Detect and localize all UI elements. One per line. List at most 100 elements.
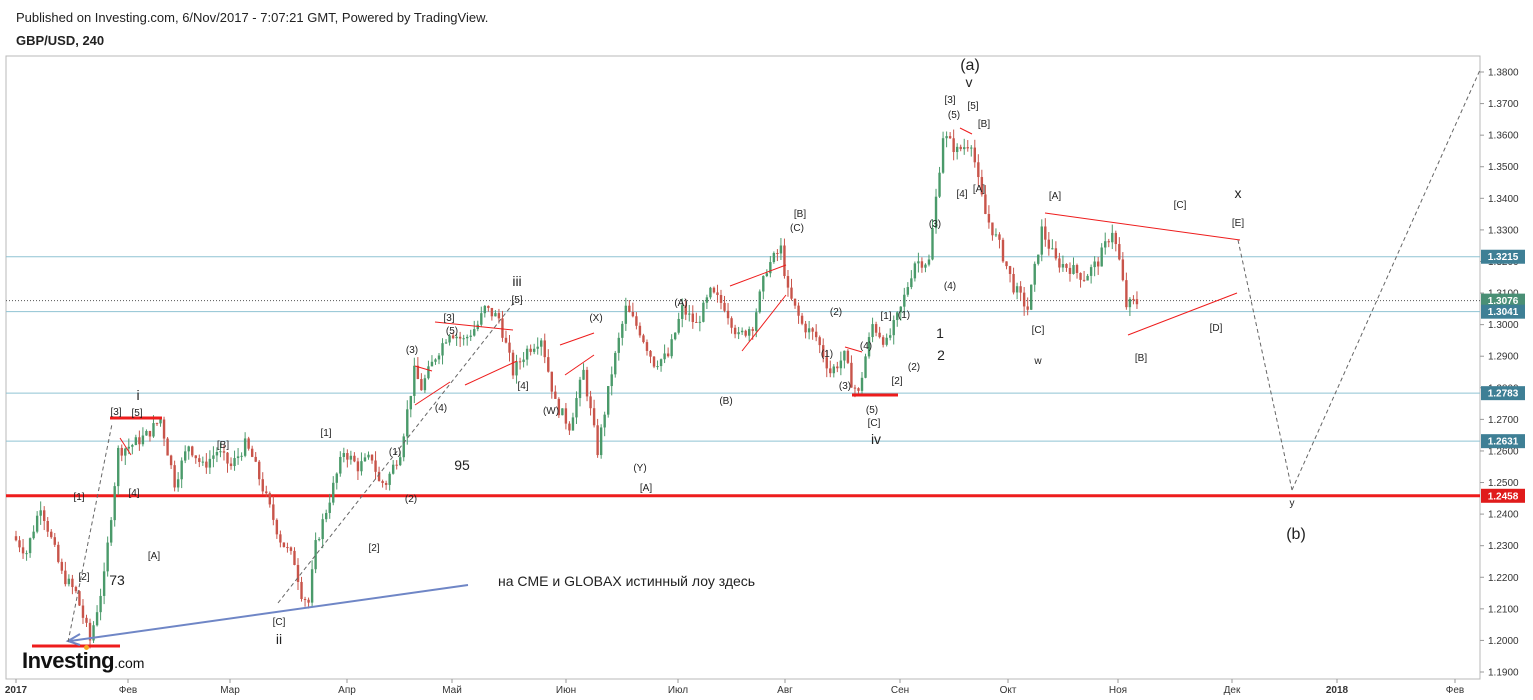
candle-body xyxy=(198,458,201,462)
candle-body xyxy=(81,605,85,618)
candle-body xyxy=(219,451,222,453)
candle-body xyxy=(677,318,680,333)
x-tick-label: Фев xyxy=(1446,685,1464,696)
candle-body xyxy=(448,335,451,343)
candle-body xyxy=(740,330,744,333)
candle-body xyxy=(684,305,687,315)
candle-body xyxy=(793,298,797,306)
wave-label: [A] xyxy=(973,184,985,195)
candle-body xyxy=(790,287,793,299)
wave-label: (4) xyxy=(860,341,872,352)
candle-body xyxy=(610,374,613,387)
candle-body xyxy=(99,595,102,613)
candle-body xyxy=(1072,265,1075,274)
candle-body xyxy=(578,379,582,399)
candle-body xyxy=(617,337,620,353)
candle-body xyxy=(585,369,589,397)
candle-body xyxy=(614,352,617,375)
candle-body xyxy=(363,457,367,462)
candle-body xyxy=(931,228,934,260)
candle-body xyxy=(550,371,553,392)
candle-body xyxy=(874,324,878,333)
candle-body xyxy=(818,337,821,346)
wave-label: 73 xyxy=(109,572,125,588)
price-tag-label: 1.2783 xyxy=(1488,389,1519,400)
candle-body xyxy=(1044,226,1047,240)
candle-body xyxy=(628,305,631,313)
logo-main: Investing xyxy=(22,648,115,673)
candle-body xyxy=(360,461,363,472)
candle-body xyxy=(864,356,867,378)
candle-body xyxy=(275,519,279,535)
investing-logo: Investing.com xyxy=(22,645,145,674)
candle-body xyxy=(631,312,635,317)
candle-body xyxy=(109,520,113,543)
price-tag-label: 1.2458 xyxy=(1488,491,1519,502)
candle-body xyxy=(963,147,966,150)
wave-label: (5) xyxy=(866,405,878,416)
wave-label: [1] xyxy=(320,428,331,439)
candle-body xyxy=(187,446,190,452)
candle-body xyxy=(973,147,976,163)
candle-body xyxy=(730,318,733,328)
candle-body xyxy=(60,561,64,571)
candle-body xyxy=(494,313,497,317)
plot-area xyxy=(5,55,1481,680)
candle-body xyxy=(325,512,328,520)
candle-body xyxy=(145,430,148,436)
y-tick-label: 1.2000 xyxy=(1488,636,1519,647)
candle-body xyxy=(663,353,666,360)
candle-body xyxy=(564,408,568,424)
candle-body xyxy=(286,547,289,549)
candle-body xyxy=(776,253,779,255)
wave-label: (A) xyxy=(674,298,687,309)
wave-label: (W) xyxy=(543,406,559,417)
candle-body xyxy=(462,338,465,340)
candle-body xyxy=(212,455,215,459)
candle-body xyxy=(92,625,95,641)
candle-body xyxy=(508,342,511,353)
x-tick-label: Апр xyxy=(338,685,356,696)
candle-body xyxy=(406,409,409,437)
candle-body xyxy=(1037,254,1040,264)
candle-body xyxy=(811,328,814,332)
wave-label: (2) xyxy=(405,494,417,505)
wave-label: [C] xyxy=(1174,200,1187,211)
candle-body xyxy=(800,315,804,324)
x-tick-label: Ноя xyxy=(1109,685,1127,696)
candle-body xyxy=(1015,286,1019,293)
y-tick-label: 1.2500 xyxy=(1488,478,1519,489)
wave-label: 95 xyxy=(454,457,470,473)
candle-body xyxy=(846,350,850,363)
candle-body xyxy=(131,445,134,447)
logo-suffix: .com xyxy=(114,655,145,671)
candle-body xyxy=(1054,248,1058,259)
wave-label: (3) xyxy=(839,381,851,392)
drawings xyxy=(32,69,1481,648)
candle-body xyxy=(18,540,21,548)
price-axis[interactable]: 1.1900 1.2000 1.2100 1.2200 1.2300 1.2400 1.25… xyxy=(1480,68,1519,679)
candle-body xyxy=(726,310,730,319)
candle-body xyxy=(670,339,673,357)
time-axis[interactable]: 2017 Фев Мар Апр Май Июн Июл Авг Сен Окт Ноя Дек 201… xyxy=(5,679,1464,696)
wave-label: v xyxy=(966,74,973,90)
x-tick-label: Июл xyxy=(668,685,688,696)
candle-body xyxy=(938,172,941,197)
candle-body xyxy=(222,451,226,453)
candle-body xyxy=(1079,272,1082,280)
wave-label: w xyxy=(1033,356,1042,367)
true-low-arrow xyxy=(69,584,469,642)
candle-body xyxy=(395,464,398,466)
wave-label: x xyxy=(1235,185,1242,201)
candle-body xyxy=(966,147,969,149)
candle-body xyxy=(346,453,349,460)
candle-body xyxy=(779,245,783,254)
candle-body xyxy=(272,504,275,520)
price-tag-label: 1.3076 xyxy=(1488,296,1519,307)
candle-body xyxy=(906,287,910,295)
candle-body xyxy=(1040,226,1043,255)
candle-body xyxy=(603,414,606,428)
candle-body xyxy=(236,456,240,459)
